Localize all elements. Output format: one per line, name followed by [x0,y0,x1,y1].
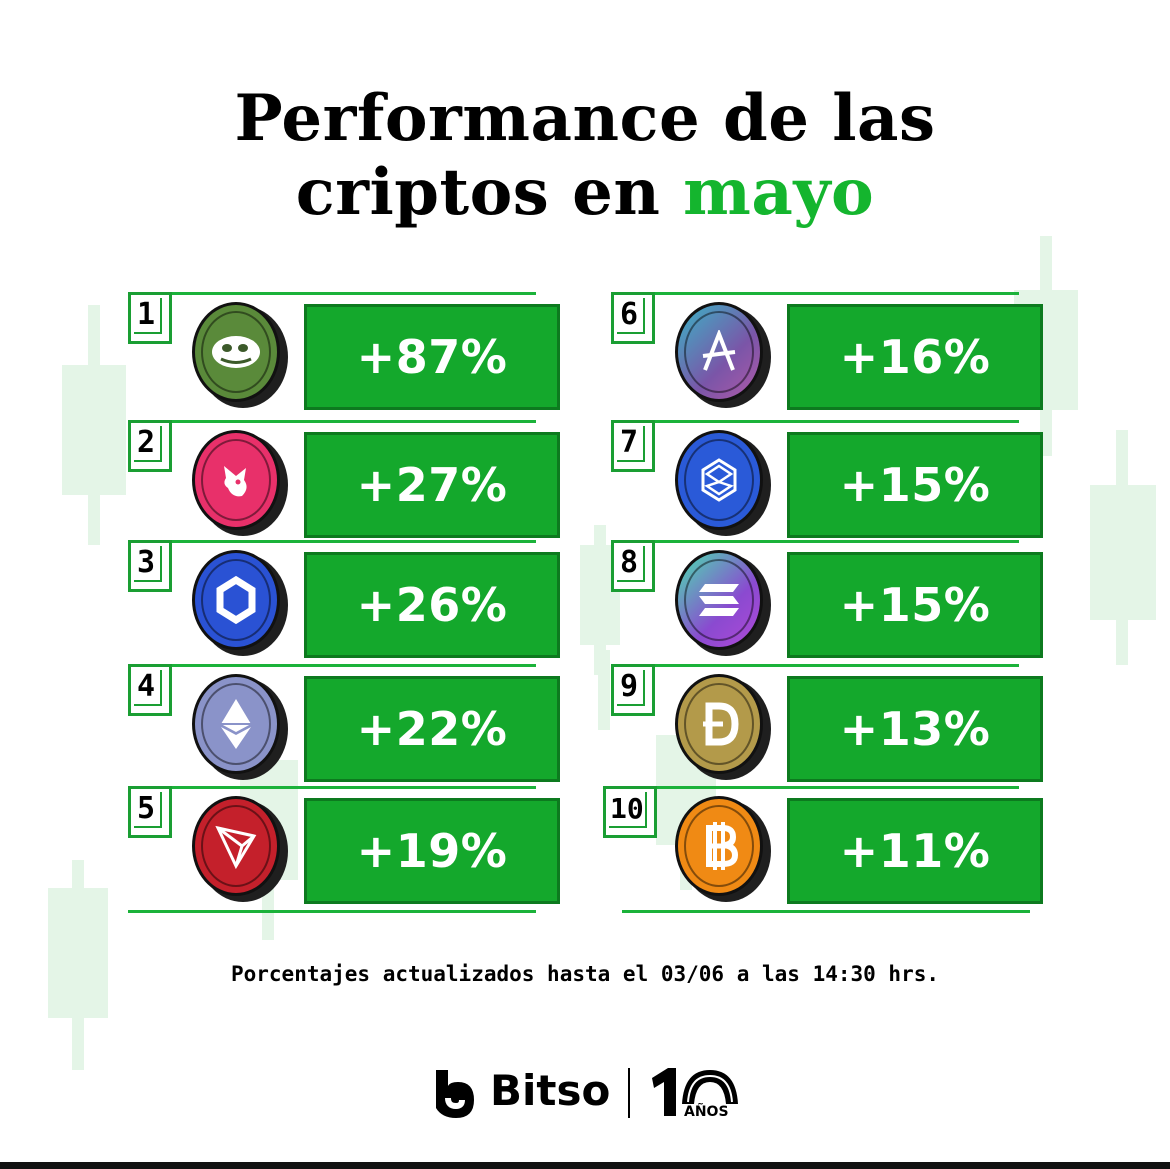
percent-box: +13% [787,676,1043,782]
ranking-row: 2 +27% [128,420,560,538]
ethereum-icon [221,699,251,749]
rank-badge: 1 [128,292,172,344]
coin [192,430,288,536]
rank-badge: 8 [611,540,655,592]
ranking-row: 9 +13% [611,664,1043,782]
percent-box: +16% [787,304,1043,410]
coin [192,674,288,780]
row-divider [611,786,1019,789]
rank-badge: 9 [611,664,655,716]
coin [675,302,771,408]
ranking-row: 6 +16% [611,292,1043,410]
uniswap-icon [224,466,247,497]
rank-badge: 6 [611,292,655,344]
page-title: Performance de las criptos en mayo [0,82,1170,230]
row-divider [611,292,1019,295]
percent-box: +19% [304,798,560,904]
ranking-row: 3 +26% [128,540,560,658]
percent-box: +15% [787,432,1043,538]
fantom-icon [701,458,737,502]
percent-box: +26% [304,552,560,658]
row-divider [128,420,536,423]
rank-badge: 3 [128,540,172,592]
row-divider [611,420,1019,423]
rank-badge: 4 [128,664,172,716]
ranking-row: 8 +15% [611,540,1043,658]
rank-badge: 2 [128,420,172,472]
row-divider [611,664,1019,667]
pepe-icon [212,336,260,368]
coin [192,550,288,656]
percent-box: +87% [304,304,560,410]
rank-badge: 10 [603,786,657,838]
solana-icon [699,584,739,616]
chainlink-icon [216,576,256,624]
title-line-1: Performance de las [234,81,936,156]
coin [192,302,288,408]
coin [675,674,771,780]
brand-name: Bitso [490,1066,611,1115]
ranking-row: 1 +87% [128,292,560,410]
row-divider [128,786,536,789]
coin [675,550,771,656]
row-divider [611,540,1019,543]
coin [192,796,288,902]
rank-badge: 5 [128,786,172,838]
rank-badge: 7 [611,420,655,472]
dogecoin-icon [703,702,739,746]
row-divider [128,664,536,667]
ranking-row: 5 +19% [128,786,560,904]
brand-separator [628,1068,630,1118]
coin [675,430,771,536]
percent-box: +11% [787,798,1043,904]
tron-icon [215,825,257,870]
row-divider [128,292,536,295]
bitcoin-icon [706,822,739,870]
ranking-row: 10 +11% [603,786,1043,904]
brand-footer: Bitso AÑOS [430,1064,750,1124]
bottom-bar [0,1162,1170,1169]
ranking-row: 7 +15% [611,420,1043,538]
list-bottom-divider [622,910,1030,913]
anniversary-label: AÑOS [684,1104,729,1120]
percent-box: +27% [304,432,560,538]
title-line-2: criptos en mayo [0,156,1170,230]
list-bottom-divider [128,910,536,913]
ten-years-logo-icon [652,1068,738,1116]
percent-box: +22% [304,676,560,782]
footnote: Porcentajes actualizados hasta el 03/06 … [230,962,939,986]
bitso-logo-icon [436,1070,474,1118]
title-accent: mayo [683,155,875,230]
row-divider [128,540,536,543]
percent-box: +15% [787,552,1043,658]
ranking-row: 4 +22% [128,664,560,782]
coin [675,796,771,902]
aave-icon [702,330,736,371]
title-line-2-prefix: criptos en [295,155,684,230]
